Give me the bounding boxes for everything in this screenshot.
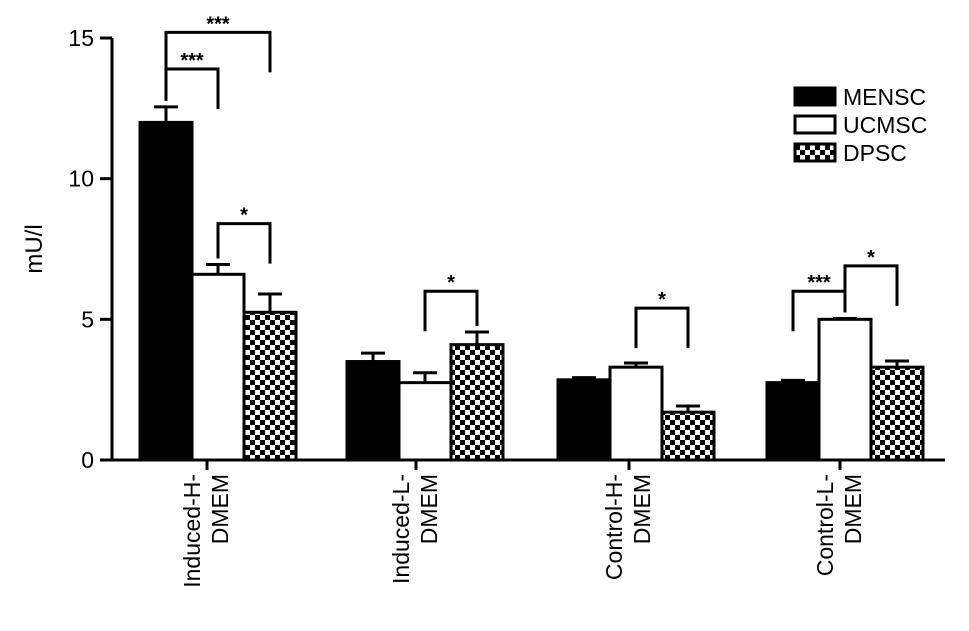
significance-label: * — [447, 272, 455, 294]
x-tick-label-line: DMEM — [207, 474, 233, 544]
bars — [138, 105, 925, 462]
significance-bracket — [634, 306, 690, 349]
bar-ucmsc — [397, 381, 453, 462]
bar-ucmsc — [608, 365, 664, 462]
significance-bracket — [164, 67, 220, 109]
significance-bracket — [216, 222, 272, 264]
y-tick-label: 0 — [81, 447, 94, 473]
bar-ucmsc — [190, 272, 246, 462]
x-tick-label: Induced-H- DMEM — [179, 474, 233, 588]
bar-dpsc — [869, 365, 925, 462]
significance-bracket — [423, 289, 479, 332]
significance-label: *** — [206, 13, 230, 35]
significance-label: * — [658, 289, 666, 311]
legend-swatch-ucmsc — [793, 114, 837, 135]
x-tick-label-line: Control-L- — [812, 474, 838, 576]
bar-mensc — [138, 120, 194, 462]
significance-brackets: ************* — [164, 13, 899, 349]
legend-swatch-dpsc — [793, 142, 837, 163]
significance-label: * — [867, 247, 875, 269]
bar-mensc — [765, 381, 821, 462]
legend-label: DPSC — [843, 140, 907, 166]
legend-label: UCMSC — [843, 112, 927, 138]
x-tick-label-line: Control-H- — [601, 474, 627, 580]
x-tick-label: Control-H- DMEM — [601, 474, 655, 580]
bar-ucmsc — [817, 317, 873, 462]
y-axis-label: mU/l — [21, 224, 48, 273]
x-tick-label-line: Induced-L- — [388, 474, 414, 584]
bar-mensc — [556, 378, 612, 462]
x-tick-label-line: DMEM — [416, 474, 442, 544]
significance-label: *** — [807, 272, 831, 294]
significance-bracket — [164, 30, 272, 73]
x-tick-label: Control-L- DMEM — [812, 474, 866, 576]
x-tick-label-line: DMEM — [629, 474, 655, 544]
y-tick-label: 5 — [81, 306, 94, 332]
x-tick-label-line: DMEM — [840, 474, 866, 544]
y-tick-label: 15 — [68, 25, 94, 51]
bar-dpsc — [660, 410, 716, 462]
bar-dpsc — [449, 343, 505, 462]
significance-label: * — [240, 205, 248, 227]
x-tick-label: Induced-L- DMEM — [388, 474, 442, 584]
y-tick-label: 10 — [68, 166, 94, 192]
bar-mensc — [345, 360, 401, 462]
bar-dpsc — [242, 310, 298, 462]
legend-label: MENSC — [843, 84, 926, 110]
significance-label: *** — [180, 50, 204, 72]
significance-bracket — [843, 264, 899, 306]
legend-swatch-mensc — [793, 86, 837, 107]
x-tick-label-line: Induced-H- — [179, 474, 205, 588]
